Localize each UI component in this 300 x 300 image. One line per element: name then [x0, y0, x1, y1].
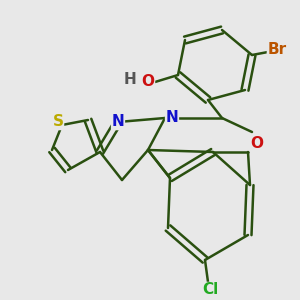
Text: N: N — [112, 115, 124, 130]
Text: Br: Br — [267, 43, 286, 58]
Text: S: S — [52, 115, 64, 130]
Text: O: O — [250, 136, 263, 151]
Text: H: H — [124, 73, 136, 88]
Text: Cl: Cl — [202, 283, 218, 298]
Text: N: N — [166, 110, 178, 125]
Text: O: O — [142, 74, 154, 89]
